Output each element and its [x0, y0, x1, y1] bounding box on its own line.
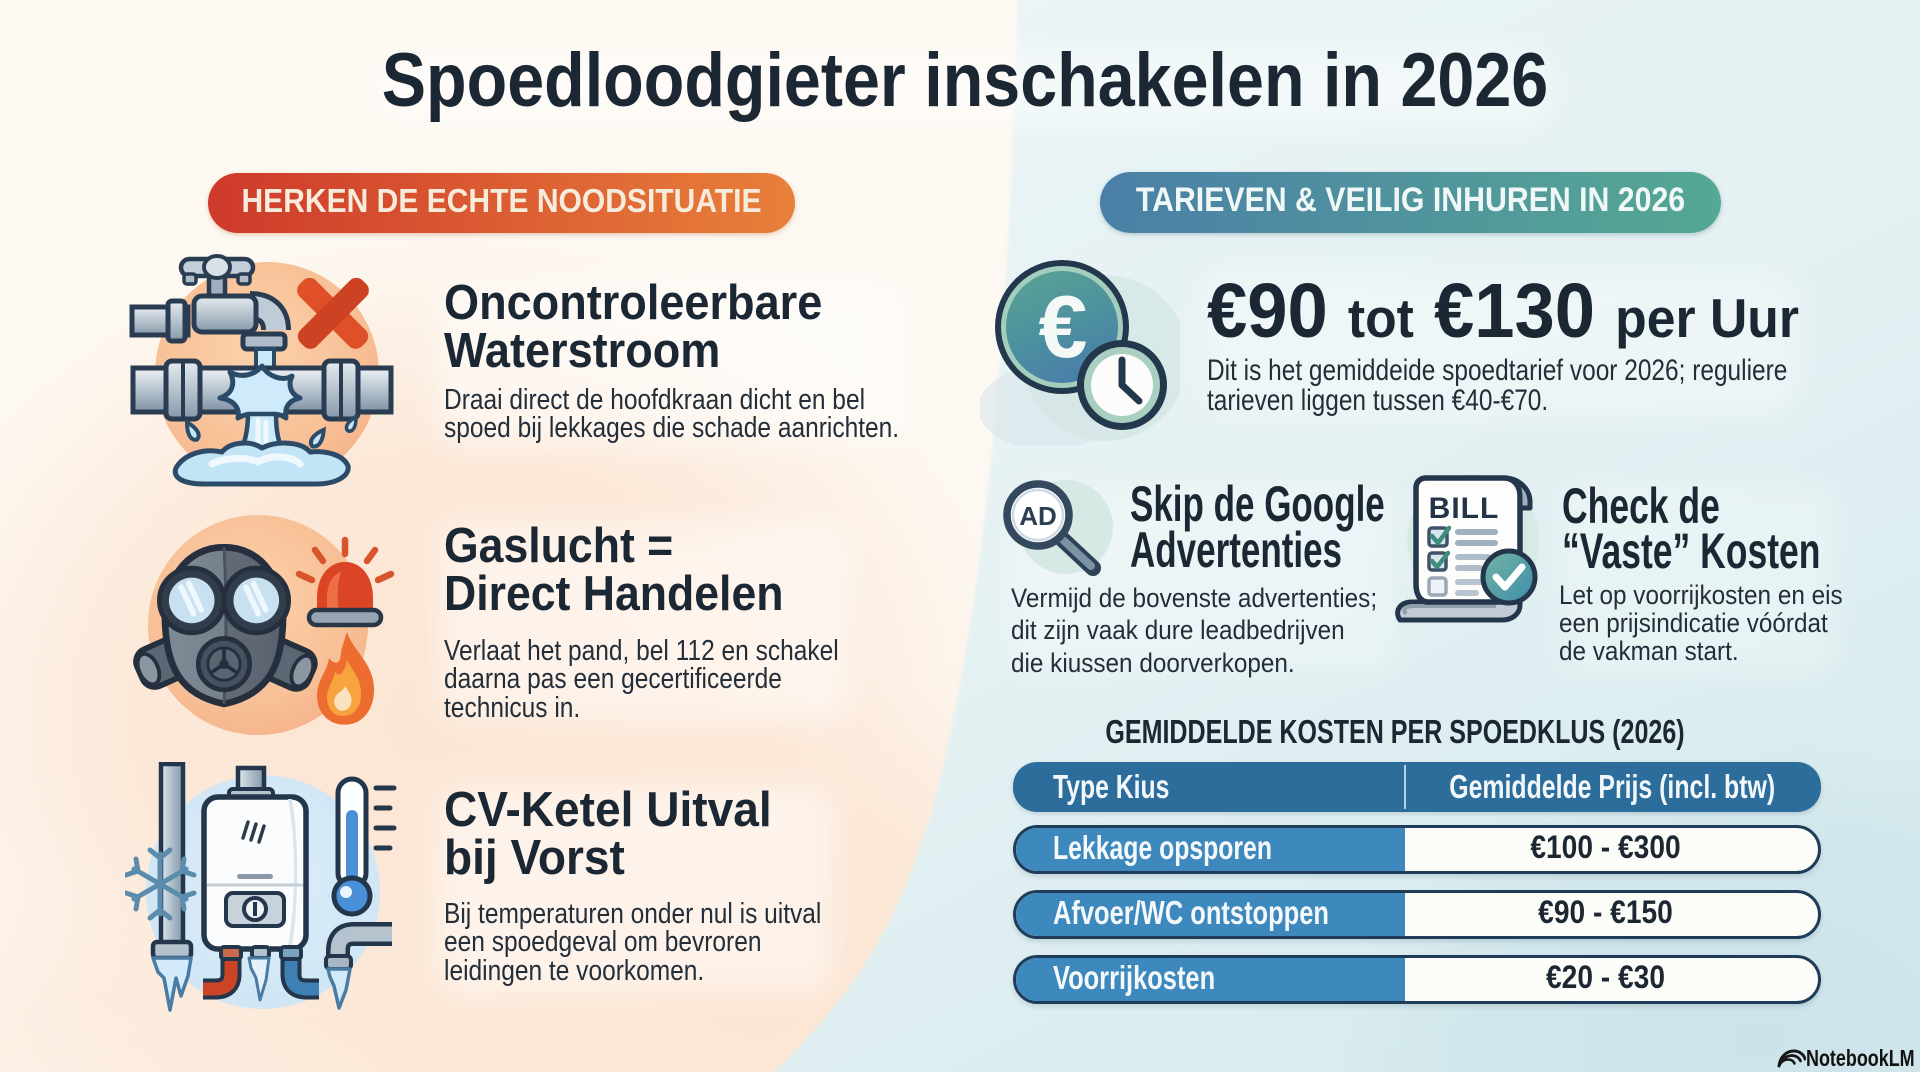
svg-text:BILL: BILL	[1429, 492, 1500, 525]
svg-text:AD: AD	[1019, 501, 1057, 531]
svg-text:€: €	[1039, 277, 1088, 376]
